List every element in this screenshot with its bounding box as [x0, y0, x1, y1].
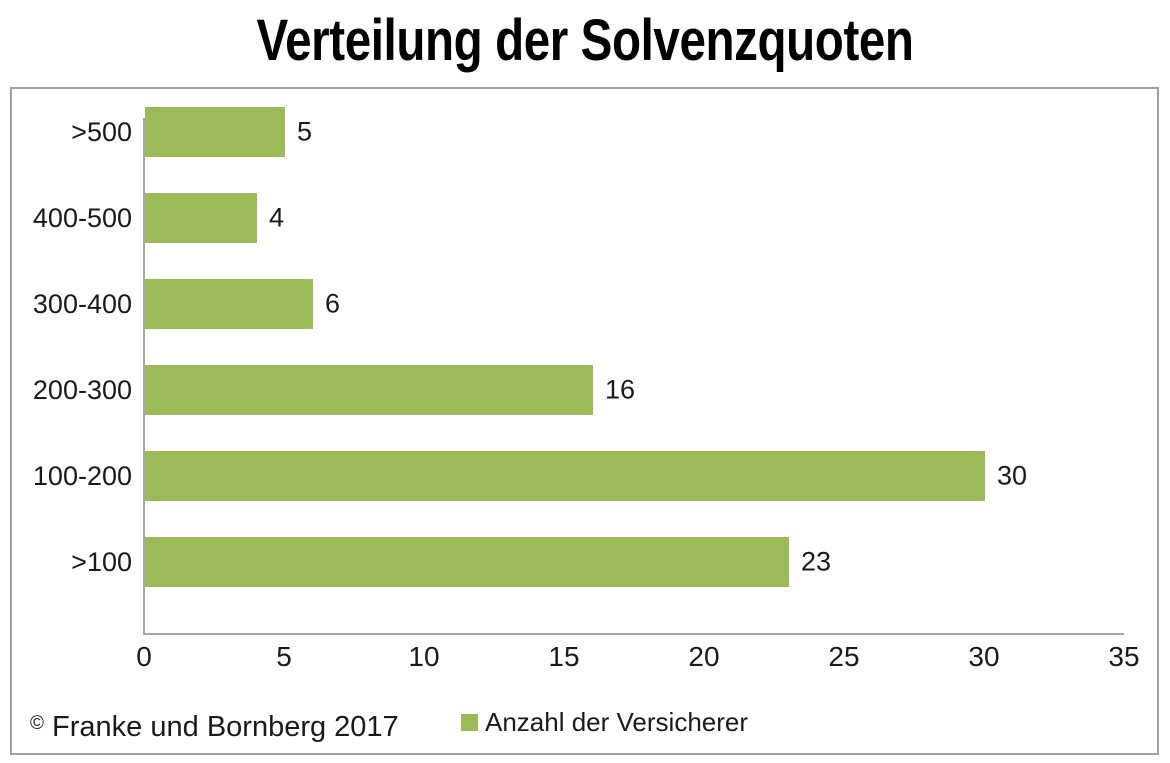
copyright-icon: ©	[30, 713, 44, 734]
plot-area: >500 400-500 300-400 200-300 100-200 >100 5 4 6…	[12, 89, 1161, 757]
y-axis-category-label: 300-400	[32, 289, 132, 319]
x-axis-tick-label: 5	[276, 641, 292, 672]
bar	[145, 365, 593, 415]
bar-value-label: 5	[297, 116, 313, 147]
y-axis-category-label: >100	[71, 547, 132, 577]
bar-value-label: 30	[997, 460, 1028, 491]
y-axis-category-label: 200-300	[32, 375, 132, 405]
bar	[145, 279, 313, 329]
legend-label: Anzahl der Versicherer	[485, 707, 749, 737]
copyright-text: Franke und Bornberg 2017	[44, 711, 399, 743]
bar-value-label: 4	[269, 202, 285, 233]
x-axis-tick-label: 10	[408, 641, 440, 672]
chart-frame: >500 400-500 300-400 200-300 100-200 >100 5 4 6…	[10, 87, 1159, 755]
y-axis-category-label: 400-500	[32, 203, 132, 233]
bar-value-label: 16	[605, 374, 636, 405]
x-axis-tick-label: 35	[1108, 641, 1140, 672]
bar-value-label: 6	[325, 288, 341, 319]
legend: Anzahl der Versicherer	[461, 707, 748, 738]
bar	[145, 537, 789, 587]
copyright-notice: © Franke und Bornberg 2017	[30, 711, 399, 744]
x-axis-tick-label: 30	[968, 641, 1000, 672]
bar	[145, 107, 285, 157]
chart-title: Verteilung der Solvenzquoten	[256, 8, 914, 73]
x-axis-tick-label: 25	[828, 641, 860, 672]
bar	[145, 193, 257, 243]
bar	[145, 451, 985, 501]
y-axis-category-label: 100-200	[32, 461, 132, 491]
x-axis-tick-label: 0	[136, 641, 152, 672]
bar-value-label: 23	[801, 546, 832, 577]
legend-swatch-icon	[461, 714, 478, 731]
x-axis-tick-label: 20	[688, 641, 720, 672]
y-axis-line	[143, 118, 145, 635]
x-axis-tick-label: 15	[548, 641, 580, 672]
x-axis-line	[143, 633, 1124, 635]
y-axis-category-label: >500	[71, 117, 132, 147]
